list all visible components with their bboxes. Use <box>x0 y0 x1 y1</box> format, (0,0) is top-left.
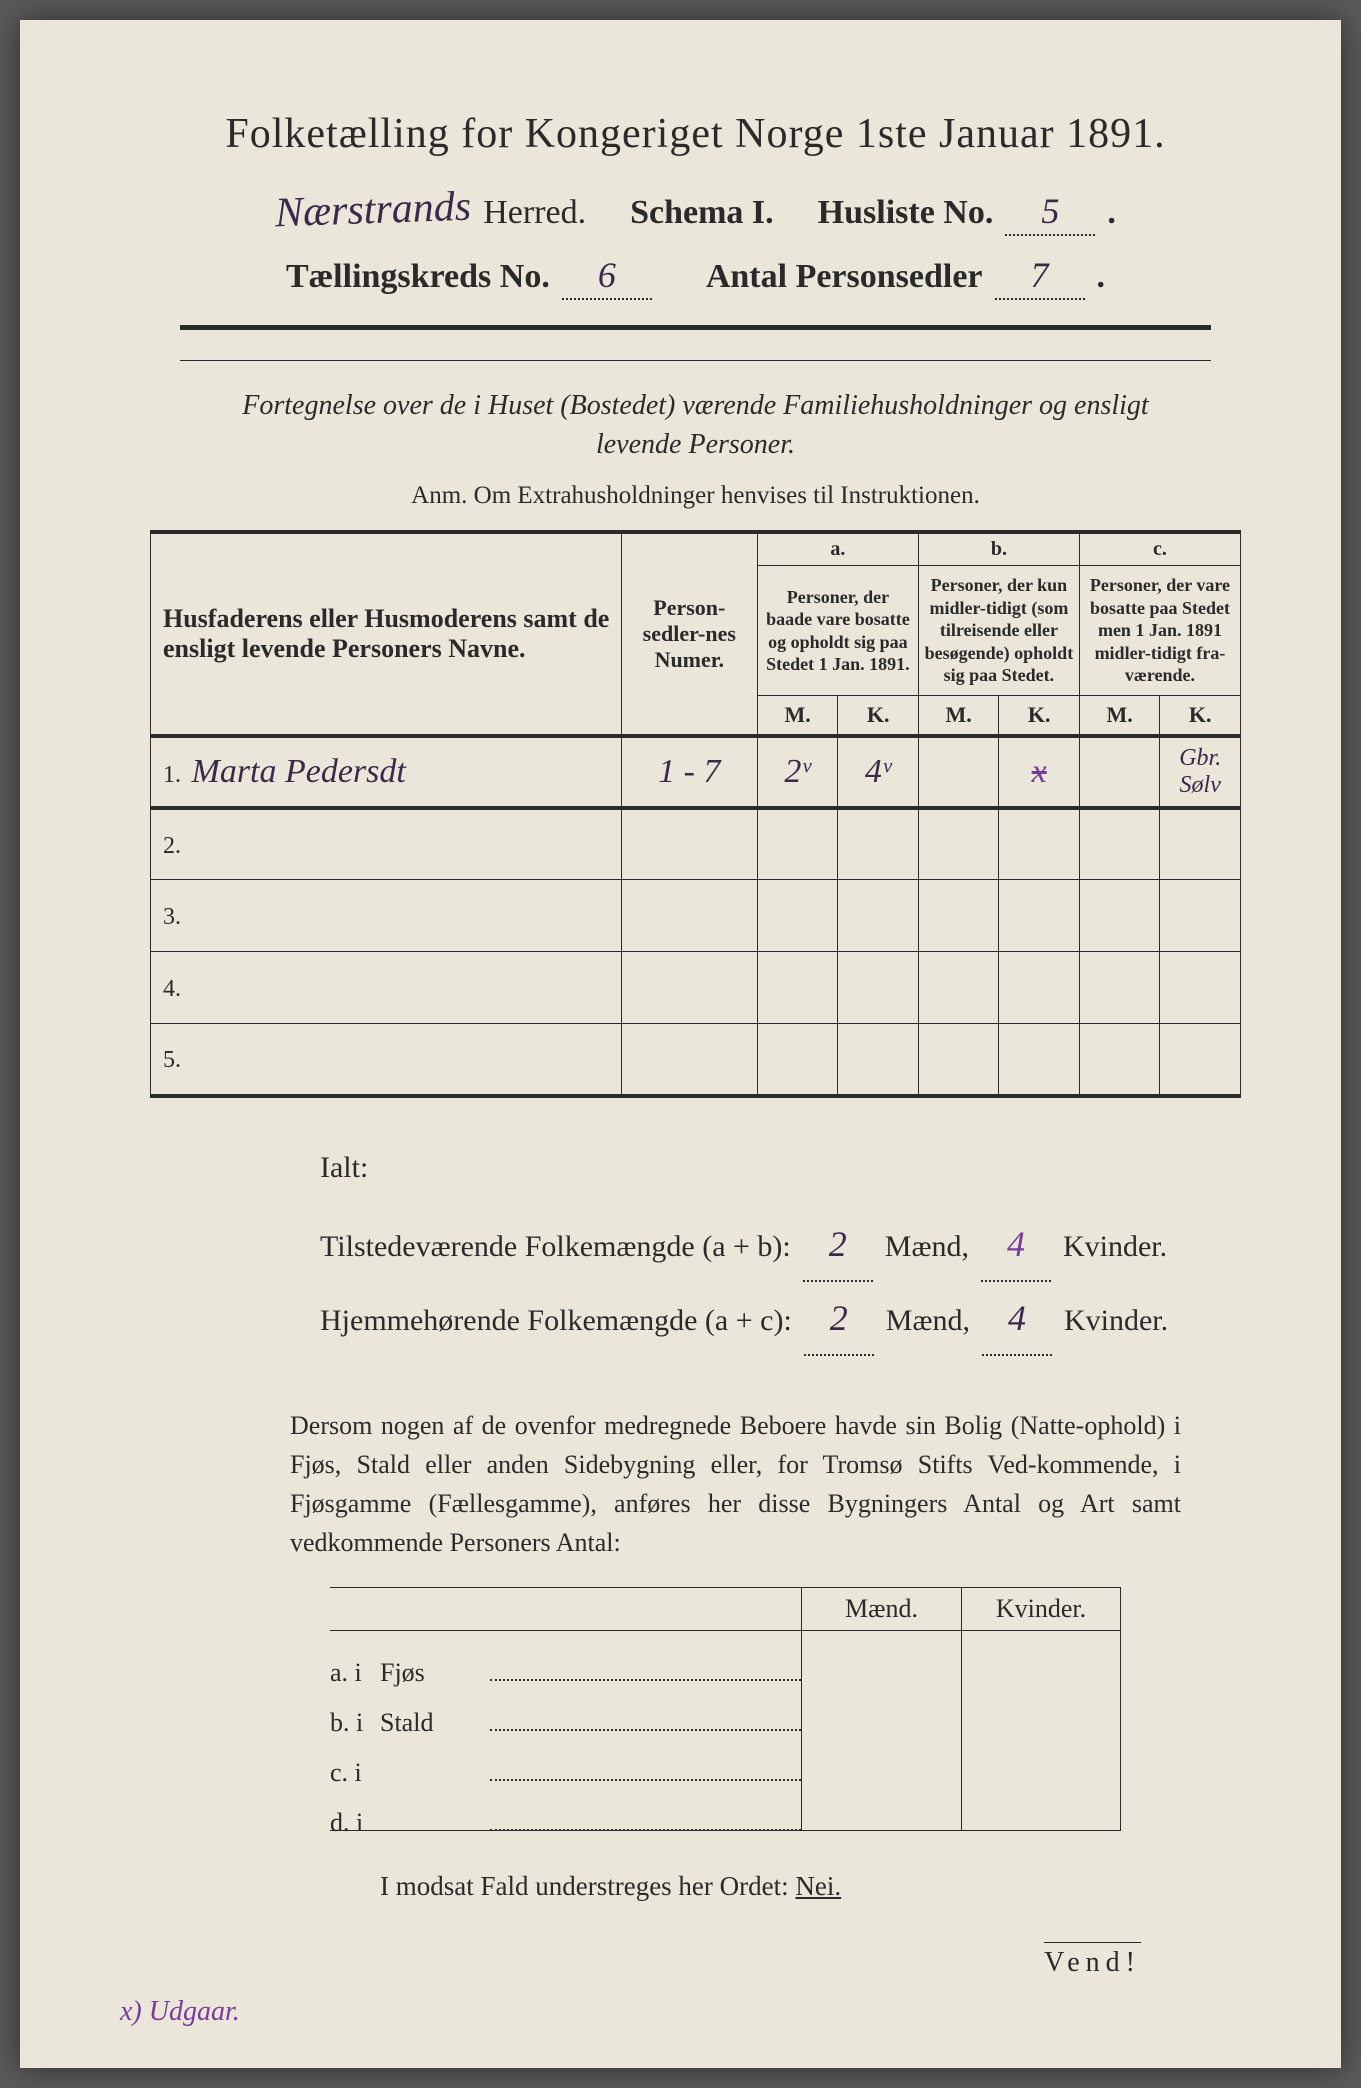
group-a-desc: Personer, der baade vare bosatte og opho… <box>757 566 918 696</box>
row1-bK: x <box>1032 753 1047 790</box>
husliste-label: Husliste No. <box>818 194 994 232</box>
group-a-label: a. <box>757 532 918 566</box>
kreds-label: Tællingskreds No. <box>286 258 550 296</box>
dotted-line <box>490 1802 801 1831</box>
a-m: M. <box>757 695 838 736</box>
totals-line-ab: Tilstedeværende Folkemængde (a + b): 2 M… <box>320 1208 1241 1282</box>
antal-label: Antal Personsedler <box>706 258 983 296</box>
fjos-row: a. i Fjøs <box>330 1631 1121 1681</box>
ialt-title: Ialt: <box>320 1138 1241 1198</box>
totals-line-ac: Hjemmehørende Folkemængde (a + c): 2 Mæn… <box>320 1282 1241 1356</box>
table-row: 5. <box>151 1024 1241 1096</box>
row1-aM: 2ᵛ <box>784 753 811 790</box>
anm-note: Anm. Om Extrahusholdninger henvises til … <box>150 482 1241 510</box>
table-row: 2. <box>151 808 1241 880</box>
fjos-mk-header: Mænd. Kvinder. <box>330 1587 1121 1631</box>
b-m: M. <box>918 695 999 736</box>
ac-maend: 2 <box>804 1282 874 1356</box>
fjos-row: b. i Stald <box>330 1681 1121 1731</box>
group-c-desc: Personer, der vare bosatte paa Stedet me… <box>1079 566 1240 696</box>
row1-name: Marta Pedersdt <box>192 753 406 790</box>
header-line-1: Nærstrands Herred. Schema I. Husliste No… <box>150 186 1241 236</box>
households-table: Husfaderens eller Husmoderens samt de en… <box>150 530 1241 1098</box>
fjos-kvinder-head: Kvinder. <box>961 1588 1121 1630</box>
ab-kvinder: 4 <box>981 1208 1051 1282</box>
husliste-no-field: 5 <box>1005 190 1095 236</box>
schema-label: Schema I. <box>630 194 774 232</box>
b-k: K. <box>999 695 1080 736</box>
col-head-num: Person-sedler-nes Numer. <box>621 532 757 736</box>
row1-num: 1 - 7 <box>658 753 720 790</box>
table-row: 1. Marta Pedersdt 1 - 7 2ᵛ 4ᵛ x Gbr. Søl… <box>151 736 1241 808</box>
dotted-line <box>490 1702 801 1731</box>
kreds-no-field: 6 <box>562 254 652 300</box>
dotted-line <box>490 1752 801 1781</box>
table-header-abc: Husfaderens eller Husmoderens samt de en… <box>151 532 1241 566</box>
c-k: K. <box>1160 695 1241 736</box>
rule-thin <box>180 360 1211 361</box>
table-row: 4. <box>151 952 1241 1024</box>
antal-no-field: 7 <box>995 254 1085 300</box>
group-b-desc: Personer, der kun midler-tidigt (som til… <box>918 566 1079 696</box>
row1-cK: Gbr. Sølv <box>1179 745 1221 798</box>
main-title: Folketælling for Kongeriget Norge 1ste J… <box>150 110 1241 158</box>
fjos-row: d. i <box>330 1781 1121 1831</box>
dotted-line <box>490 1652 801 1681</box>
herred-name-handwritten: Nærstrands <box>274 183 472 238</box>
c-m: M. <box>1079 695 1160 736</box>
vend-label: Vend! <box>1044 1942 1141 1979</box>
nei-word-underlined: Nei. <box>795 1871 841 1901</box>
rule-thick <box>180 325 1211 330</box>
a-k: K. <box>838 695 919 736</box>
herred-label: Herred. <box>483 194 586 232</box>
ac-kvinder: 4 <box>982 1282 1052 1356</box>
ab-maend: 2 <box>803 1208 873 1282</box>
table-row: 3. <box>151 880 1241 952</box>
fjos-paragraph: Dersom nogen af de ovenfor medregnede Be… <box>290 1406 1181 1562</box>
subtitle-italic: Fortegnelse over de i Huset (Bostedet) v… <box>210 386 1181 464</box>
fjos-row: c. i <box>330 1731 1121 1781</box>
footnote-handwritten: x) Udgaar. <box>120 1996 240 2028</box>
census-form-page: Folketælling for Kongeriget Norge 1ste J… <box>20 20 1341 2068</box>
totals-block: Ialt: Tilstedeværende Folkemængde (a + b… <box>320 1138 1241 1356</box>
col-head-name: Husfaderens eller Husmoderens samt de en… <box>151 532 622 736</box>
nei-line: I modsat Fald understreges her Ordet: Ne… <box>380 1871 1241 1902</box>
fjos-maend-head: Mænd. <box>801 1588 961 1630</box>
header-line-2: Tællingskreds No. 6 Antal Personsedler 7… <box>150 254 1241 300</box>
group-c-label: c. <box>1079 532 1240 566</box>
group-b-label: b. <box>918 532 1079 566</box>
fjos-table: Mænd. Kvinder. a. i Fjøs b. i Stald c. i… <box>330 1587 1121 1831</box>
row1-aK: 4ᵛ <box>865 753 892 790</box>
